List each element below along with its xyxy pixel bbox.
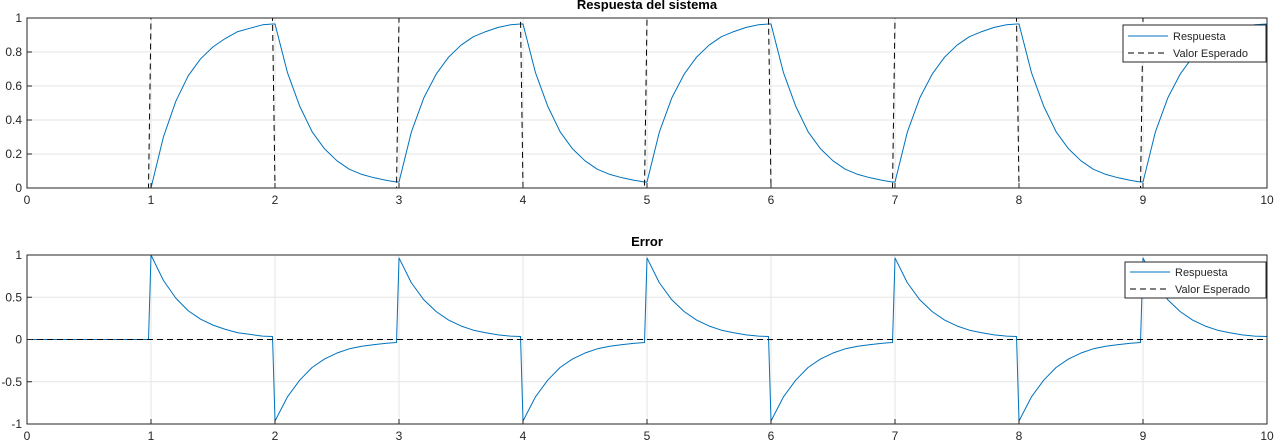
chart-title: Error — [631, 234, 663, 249]
x-tick-labels: 0 1 2 3 4 5 6 7 8 9 10 — [24, 193, 1274, 207]
x-tick-label: 9 — [1140, 193, 1147, 207]
x-tick-label: 1 — [148, 193, 155, 207]
plot-area — [27, 17, 1268, 189]
legend-label-valor-esperado: Valor Esperado — [1173, 48, 1248, 60]
plot-area — [27, 254, 1268, 422]
legend-box — [1122, 24, 1267, 63]
x-tick-label: 0 — [24, 193, 31, 207]
chart-respuesta-del-sistema: Respuesta del sistema 0 1 2 3 4 5 6 7 8 9 10 00.20… — [5, 0, 1274, 207]
legend: Respuesta Valor Esperado — [1124, 261, 1267, 299]
y-tick-label: -1 — [11, 417, 22, 431]
y-tick-labels: 0 0.2 0.4 0.6 0.8 1 — [5, 11, 22, 195]
x-tick-label: 10 — [1260, 429, 1274, 443]
x-tick-label: 7 — [892, 429, 899, 443]
y-tick-label: 0.6 — [5, 79, 22, 93]
series-line-valor-esperado — [27, 17, 1267, 189]
y-tick-labels: -1 -0.5 0 0.5 1 — [1, 248, 22, 431]
x-tick-label: 0 — [24, 429, 31, 443]
axes-box — [26, 254, 1268, 425]
x-tick-label: 6 — [768, 429, 775, 443]
legend-label-valor-esperado: Valor Esperado — [1175, 284, 1250, 296]
x-tick-label: 5 — [644, 193, 651, 207]
y-tick-label: 0 — [15, 181, 22, 195]
x-tick-label: 3 — [396, 193, 403, 207]
x-tick-label: 8 — [1016, 429, 1023, 443]
axes-box — [26, 17, 1268, 189]
y-tick-label: 1 — [15, 11, 22, 25]
axes-frame — [26, 254, 1268, 425]
legend: Respuesta Valor Esperado — [1122, 24, 1267, 63]
y-tick-label: 1 — [15, 248, 22, 262]
x-tick-label: 5 — [644, 429, 651, 443]
series-line-respuesta — [27, 254, 1268, 422]
x-tick-label: 10 — [1260, 193, 1274, 207]
x-tick-label: 6 — [768, 193, 775, 207]
x-tick-label: 4 — [520, 429, 527, 443]
series-line-respuesta — [27, 23, 1268, 189]
chart-error: Error 0 1 2 3 4 5 6 7 8 9 10 -1 -0.5 0 0.5 1 Respuesta… — [1, 234, 1274, 443]
axes-frame — [26, 17, 1268, 189]
legend-label-respuesta: Respuesta — [1175, 267, 1228, 279]
y-tick-label: 0 — [15, 333, 22, 347]
y-tick-label: 0.2 — [5, 147, 22, 161]
chart-title: Respuesta del sistema — [577, 0, 718, 12]
legend-label-respuesta: Respuesta — [1173, 31, 1226, 43]
x-tick-label: 3 — [396, 429, 403, 443]
legend-box — [1124, 261, 1267, 299]
x-tick-label: 2 — [272, 193, 279, 207]
y-tick-label: 0.5 — [5, 290, 22, 304]
x-tick-label: 2 — [272, 429, 279, 443]
x-tick-label: 7 — [892, 193, 899, 207]
x-tick-label: 8 — [1016, 193, 1023, 207]
x-tick-labels: 0 1 2 3 4 5 6 7 8 9 10 — [24, 429, 1274, 443]
x-tick-label: 1 — [148, 429, 155, 443]
y-tick-label: 0.8 — [5, 45, 22, 59]
x-tick-label: 9 — [1140, 429, 1147, 443]
y-tick-label: -0.5 — [1, 375, 22, 389]
x-tick-label: 4 — [520, 193, 527, 207]
y-tick-label: 0.4 — [5, 113, 22, 127]
